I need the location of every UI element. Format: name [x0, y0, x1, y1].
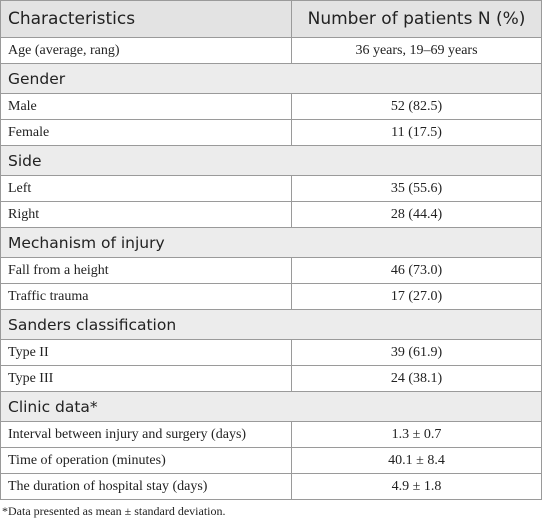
data-row: Type III 24 (38.1): [0, 365, 542, 392]
data-cell: Type II: [0, 339, 292, 366]
data-cell: Time of operation (minutes): [0, 447, 292, 474]
data-cell: Right: [0, 201, 292, 228]
section-cell: Side: [0, 145, 542, 176]
data-cell: 24 (38.1): [291, 365, 542, 392]
data-cell: 11 (17.5): [291, 119, 542, 146]
header-row: Characteristics Number of patients N (%): [0, 0, 542, 38]
data-row: Type II 39 (61.9): [0, 339, 542, 366]
data-cell: Female: [0, 119, 292, 146]
data-cell: 36 years, 19–69 years: [291, 37, 542, 64]
data-cell: 17 (27.0): [291, 283, 542, 310]
section-row: Gender: [0, 63, 542, 94]
data-cell: 28 (44.4): [291, 201, 542, 228]
data-cell: 1.3 ± 0.7: [291, 421, 542, 448]
data-cell: Type III: [0, 365, 292, 392]
data-row: Right 28 (44.4): [0, 201, 542, 228]
data-cell: 4.9 ± 1.8: [291, 473, 542, 500]
header-cell: Number of patients N (%): [291, 0, 542, 38]
data-cell: 35 (55.6): [291, 175, 542, 202]
data-cell: 52 (82.5): [291, 93, 542, 120]
data-row: Fall from a height 46 (73.0): [0, 257, 542, 284]
data-row: Interval between injury and surgery (day…: [0, 421, 542, 448]
data-cell: 46 (73.0): [291, 257, 542, 284]
data-cell: Male: [0, 93, 292, 120]
data-row: Traffic trauma 17 (27.0): [0, 283, 542, 310]
section-row: Sanders classification: [0, 309, 542, 340]
data-cell: Left: [0, 175, 292, 202]
section-row: Side: [0, 145, 542, 176]
header-cell: Characteristics: [0, 0, 292, 38]
table-body: Age (average, rang) 36 years, 19–69 years…: [0, 37, 542, 500]
data-cell: 39 (61.9): [291, 339, 542, 366]
data-cell: Interval between injury and surgery (day…: [0, 421, 292, 448]
footnote: *Data presented as mean ± standard devia…: [2, 504, 226, 518]
data-row: Female 11 (17.5): [0, 119, 542, 146]
data-row: Age (average, rang) 36 years, 19–69 years: [0, 37, 542, 64]
section-cell: Sanders classification: [0, 309, 542, 340]
data-cell: Fall from a height: [0, 257, 292, 284]
data-cell: Traffic trauma: [0, 283, 292, 310]
data-table: Characteristics Number of patients N (%)…: [0, 0, 542, 500]
section-cell: Mechanism of injury: [0, 227, 542, 258]
data-cell: The duration of hospital stay (days): [0, 473, 292, 500]
data-row: Left 35 (55.6): [0, 175, 542, 202]
data-row: Time of operation (minutes) 40.1 ± 8.4: [0, 447, 542, 474]
data-row: The duration of hospital stay (days) 4.9 …: [0, 473, 542, 500]
section-row: Clinic data*: [0, 391, 542, 422]
data-cell: Age (average, rang): [0, 37, 292, 64]
data-row: Male 52 (82.5): [0, 93, 542, 120]
section-row: Mechanism of injury: [0, 227, 542, 258]
section-cell: Gender: [0, 63, 542, 94]
data-cell: 40.1 ± 8.4: [291, 447, 542, 474]
section-cell: Clinic data*: [0, 391, 542, 422]
